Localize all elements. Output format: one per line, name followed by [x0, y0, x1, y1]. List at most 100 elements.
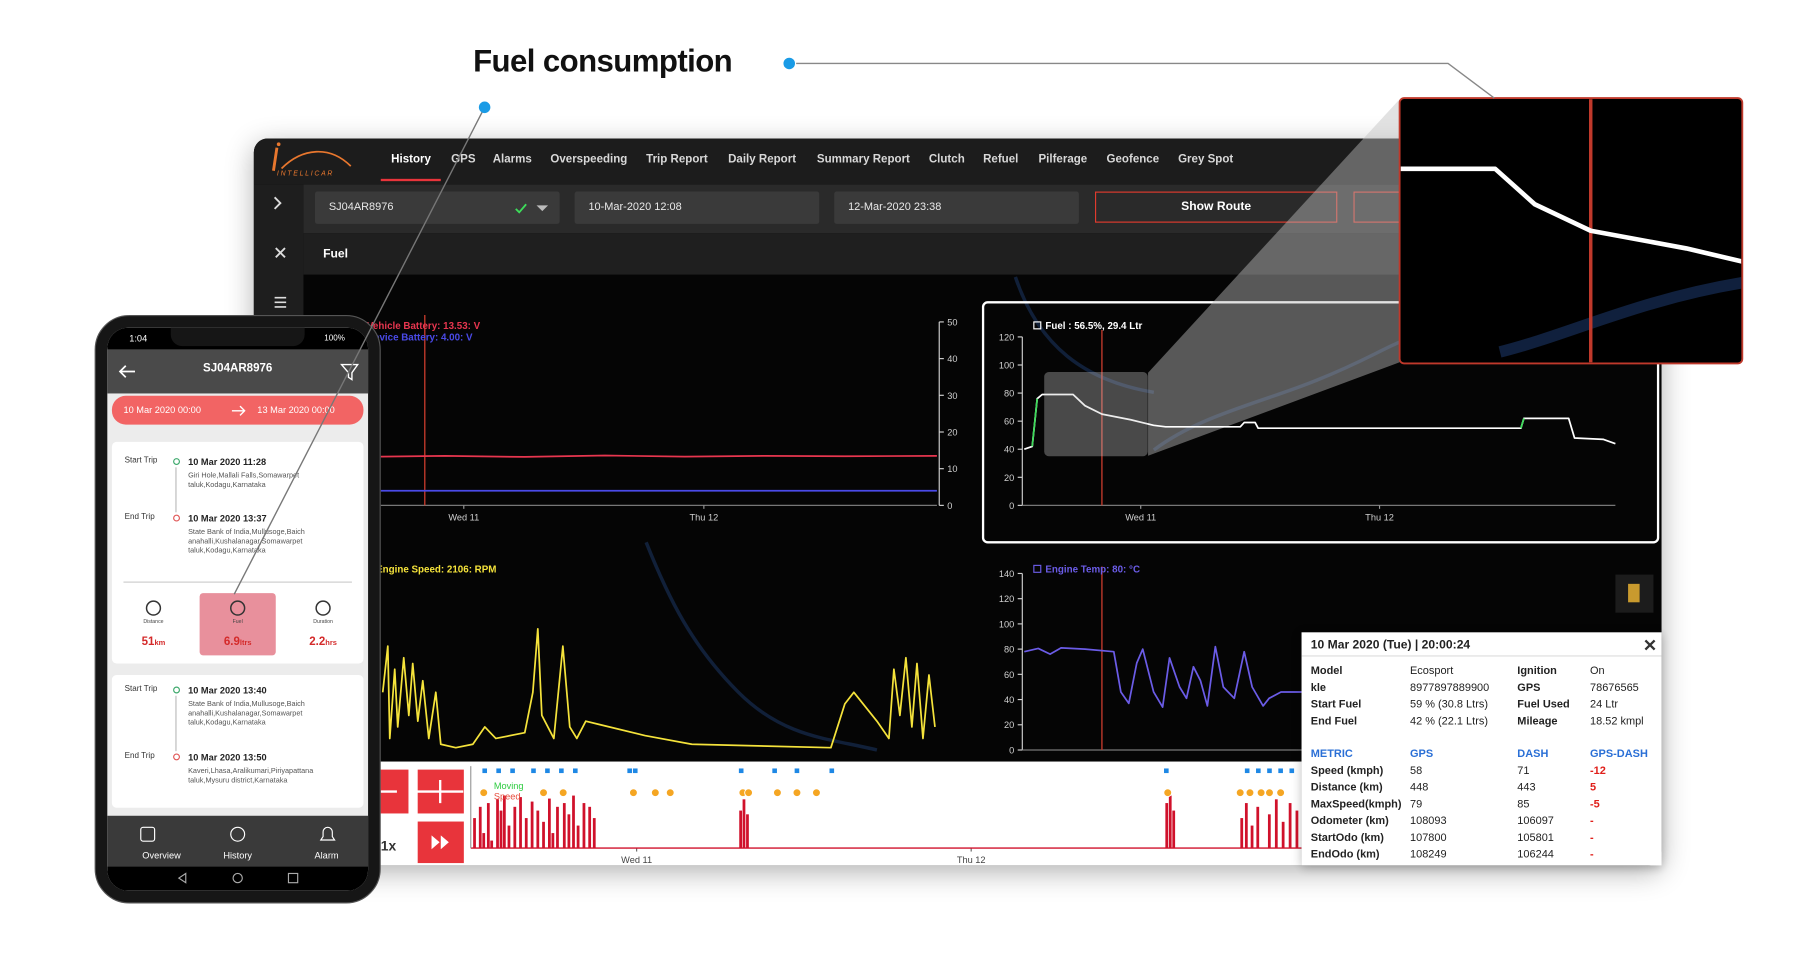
moving-marker [559, 768, 564, 774]
speed-bar [519, 797, 522, 849]
stat-icon-shape [315, 600, 331, 616]
legend-swatch [1033, 321, 1042, 330]
speed-bar [592, 818, 596, 849]
stat-number: 2.2 [309, 635, 326, 649]
speed-bar [567, 814, 571, 849]
moving-marker [627, 768, 632, 774]
moving-marker [1278, 768, 1283, 774]
trip-connector [175, 695, 177, 752]
nav-tab[interactable]: Refuel [983, 153, 1019, 167]
forward-icon [431, 835, 449, 850]
nav-label[interactable]: History [223, 850, 253, 861]
stat-label: Distance [143, 618, 164, 625]
speed-bar [1240, 818, 1244, 849]
nav-tab[interactable]: Geofence [1106, 153, 1160, 167]
y-tick-label: 100 [999, 360, 1014, 370]
overview-icon[interactable] [140, 826, 156, 842]
metric-cell: 71 [1517, 764, 1530, 778]
y-tick-label: 40 [1004, 695, 1014, 705]
menu-icon[interactable] [274, 296, 287, 308]
speed-bar [556, 806, 559, 849]
info-cell: Ignition [1517, 664, 1557, 678]
popup-close[interactable] [1643, 638, 1657, 652]
play-forward[interactable] [417, 821, 464, 864]
nav-tab[interactable]: Summary Report [816, 153, 910, 167]
android-back[interactable] [177, 872, 187, 884]
plus-icon [417, 779, 464, 804]
stat-value: 6.9ltrs [209, 630, 267, 651]
logo-swoosh [280, 150, 352, 170]
close-glyph [1644, 639, 1656, 651]
y-tick-label: 120 [999, 332, 1014, 342]
start-date[interactable]: 10-Mar-2020 12:08 [574, 191, 820, 224]
show-route-button[interactable]: Show Route [1094, 191, 1338, 223]
battery: 100% [324, 334, 345, 343]
nav-tab[interactable]: Pilferage [1038, 153, 1088, 167]
y-tick-label: 20 [1004, 473, 1014, 483]
nav-tab[interactable]: Grey Spot [1178, 153, 1234, 167]
back-icon[interactable] [118, 365, 135, 378]
trip-label: Start Trip [124, 685, 158, 694]
metric-cell: 5 [1589, 781, 1597, 794]
filter-icon[interactable] [340, 363, 360, 381]
moving-marker [1289, 768, 1295, 774]
nav-tab[interactable]: Clutch [928, 153, 965, 167]
info-cell: Model [1310, 664, 1343, 678]
popup-divider [1301, 655, 1662, 657]
info-cell: On [1589, 664, 1605, 678]
phone: 1:04 100% SJ04AR8976 10 Mar 2020 00:00 1… [94, 314, 381, 904]
stat-icon [315, 600, 331, 616]
stat-value: 51km [125, 630, 183, 651]
arrow-glyph [231, 405, 246, 416]
fuel-chart-frame [981, 301, 1660, 544]
trip-card[interactable] [111, 674, 364, 808]
nav-tab[interactable]: Overspeeding [550, 153, 628, 167]
y-tick-label: 50 [947, 317, 957, 327]
nav-label[interactable]: Overview [142, 850, 181, 861]
metric-header: GPS-DASH [1589, 747, 1648, 761]
brand: INTELLICAR [277, 170, 334, 177]
y-tick-label: 10 [947, 464, 957, 474]
end-date[interactable]: 12-Mar-2020 23:38 [834, 191, 1079, 224]
legend-entry: Vehicle Battery: 13.53: V [367, 321, 481, 332]
series-line [381, 627, 936, 749]
metric-cell: Distance (km) [1310, 781, 1383, 794]
stop-marker [1245, 788, 1255, 798]
close-icon[interactable] [275, 247, 286, 258]
metric-cell: EndOdo (km) [1310, 848, 1380, 861]
y-tick-label: 60 [1004, 417, 1014, 427]
nav-tab[interactable]: Alarms [492, 153, 532, 167]
speed-bar [530, 801, 534, 849]
alarm-icon[interactable] [319, 826, 336, 841]
moving-marker [496, 768, 501, 774]
y-tick-label: 40 [1004, 445, 1014, 455]
logo-dot [276, 142, 281, 147]
stat-icon [230, 600, 246, 616]
history-icon[interactable] [230, 826, 246, 842]
notch [170, 327, 305, 347]
speed-label: 1x [380, 837, 397, 854]
speed-bar [1250, 825, 1254, 849]
fuel-highlight[interactable] [199, 593, 276, 656]
series-line [1024, 645, 1302, 708]
speed-bar [1267, 814, 1271, 849]
nav-tab[interactable]: Trip Report [646, 153, 708, 167]
x-tick-label: Wed 11 [448, 512, 479, 522]
moving-marker [531, 768, 536, 774]
expand-icon[interactable] [273, 196, 282, 210]
android-recent[interactable] [287, 872, 299, 884]
nav-tab[interactable]: Daily Report [728, 153, 797, 167]
stat-number: 51 [141, 635, 155, 649]
speed-bar [473, 818, 476, 849]
nav-label[interactable]: Alarm [314, 850, 339, 861]
clock: 1:04 [129, 333, 148, 344]
metric-cell: -12 [1589, 764, 1606, 778]
info-popup: 10 Mar 2020 (Tue) | 20:00:24 Model Ecospo… [1301, 632, 1662, 866]
zoom-box [1398, 97, 1744, 365]
metric-cell: - [1589, 831, 1594, 845]
x-tick-label: Thu 12 [1365, 512, 1394, 522]
moving-marker [794, 768, 800, 774]
metric-cell: 79 [1409, 797, 1423, 811]
android-home[interactable] [232, 872, 243, 884]
